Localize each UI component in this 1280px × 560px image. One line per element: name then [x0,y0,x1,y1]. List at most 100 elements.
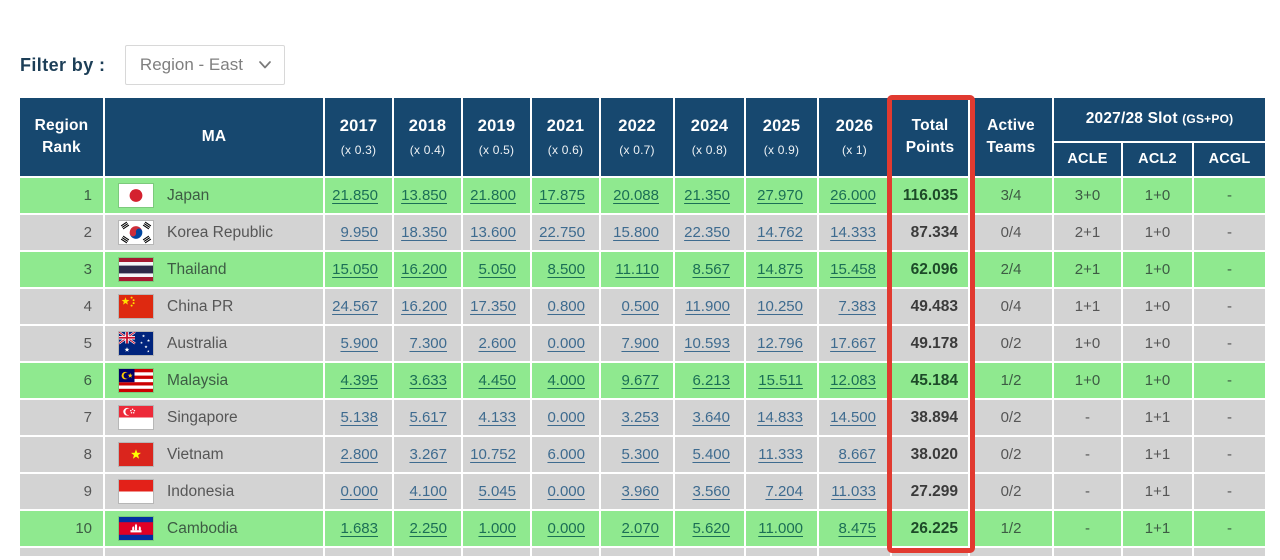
year-points-link[interactable]: 14.833 [757,409,803,426]
year-points-link[interactable]: 10.250 [757,298,803,315]
year-points-link[interactable]: 0.000 [547,335,585,352]
ma-cell: Cambodia [105,511,325,548]
flag-japan [119,184,153,207]
year-points-link[interactable]: 2.250 [409,520,447,537]
rank-cell: 8 [20,437,105,474]
year-points-link[interactable]: 15.800 [613,224,659,241]
year-points-link[interactable]: 22.350 [684,224,730,241]
year-points-link[interactable]: 5.400 [692,446,730,463]
year-points-link[interactable]: 13.850 [401,187,447,204]
year-points-link[interactable]: 7.300 [409,335,447,352]
year-points-link[interactable]: 21.850 [332,187,378,204]
year-points-link[interactable]: 18.350 [401,224,447,241]
year-points-link[interactable]: 15.050 [332,261,378,278]
year-points-link[interactable]: 1.000 [478,520,516,537]
year-points-link[interactable]: 14.500 [830,409,876,426]
year-points-link[interactable]: 6.000 [547,446,585,463]
year-points-link[interactable]: 16.200 [401,261,447,278]
year-points-link[interactable]: 17.667 [830,335,876,352]
year-points-cell: 0.000 [532,400,601,437]
year-points-link[interactable]: 8.475 [838,520,876,537]
year-points-link[interactable]: 11.900 [685,298,730,315]
year-points-link[interactable]: 21.800 [470,187,516,204]
rank-cell: 7 [20,400,105,437]
year-points-link[interactable]: 15.511 [758,372,803,389]
year-points-link[interactable]: 5.617 [409,409,447,426]
year-points-cell: 4.000 [532,363,601,400]
year-points-link[interactable]: 5.620 [692,520,730,537]
year-points-link[interactable]: 7.204 [765,483,803,500]
year-points-link[interactable]: 3.267 [409,446,447,463]
country-name: Thailand [167,260,227,278]
year-points-link[interactable]: 0.800 [547,298,585,315]
year-points-link[interactable]: 2.070 [621,520,659,537]
year-points-link[interactable]: 11.000 [758,520,803,537]
year-points-link[interactable]: 0.500 [621,298,659,315]
year-points-link[interactable]: 24.567 [332,298,378,315]
year-points-link[interactable]: 4.133 [478,409,516,426]
year-points-link[interactable]: 8.500 [547,261,585,278]
year-points-link[interactable]: 17.875 [539,187,585,204]
year-points-link[interactable]: 3.560 [692,483,730,500]
slot-acgl-cell: - [1194,511,1266,548]
country-name: Indonesia [167,482,235,500]
year-points-link[interactable]: 0.000 [340,483,378,500]
year-points-link[interactable]: 10.593 [684,335,730,352]
year-points-link[interactable]: 7.383 [838,298,876,315]
year-points-link[interactable]: 4.450 [478,372,516,389]
year-points-link[interactable]: 20.088 [613,187,659,204]
year-points-link[interactable]: 9.677 [621,372,659,389]
year-points-link[interactable]: 3.253 [621,409,659,426]
year-points-cell: 20.088 [601,178,675,215]
year-points-link[interactable]: 5.050 [478,261,516,278]
year-points-link[interactable]: 27.970 [757,187,803,204]
year-points-link[interactable]: 0.000 [547,483,585,500]
year-points-link[interactable]: 8.667 [838,446,876,463]
year-points-link[interactable]: 2.800 [340,446,378,463]
year-points-link[interactable]: 5.045 [478,483,516,500]
active-teams-cell: 0/2 [970,437,1054,474]
year-points-link[interactable]: 5.138 [340,409,378,426]
year-points-link[interactable]: 4.395 [340,372,378,389]
year-points-link[interactable]: 15.458 [830,261,876,278]
active-teams-cell: 0/4 [970,289,1054,326]
year-points-link[interactable]: 5.300 [621,446,659,463]
year-points-link[interactable]: 11.033 [831,483,876,500]
year-points-link[interactable]: 12.083 [830,372,876,389]
year-points-link[interactable]: 1.683 [340,520,378,537]
year-points-link[interactable]: 0.000 [547,409,585,426]
year-points-cell: 14.333 [819,215,892,252]
year-points-link[interactable]: 12.796 [757,335,803,352]
year-points-link[interactable]: 6.213 [692,372,730,389]
year-points-link[interactable]: 21.350 [684,187,730,204]
chevron-down-icon [259,61,271,69]
year-points-link[interactable]: 0.000 [547,520,585,537]
year-points-link[interactable]: 3.633 [409,372,447,389]
year-points-link[interactable]: 8.567 [692,261,730,278]
year-points-link[interactable]: 2.600 [478,335,516,352]
region-filter-select[interactable]: Region - East [125,45,286,85]
year-points-link[interactable]: 10.752 [470,446,516,463]
slot-acle-cell: - [1054,437,1123,474]
year-points-link[interactable]: 16.200 [401,298,447,315]
year-points-link[interactable]: 7.900 [621,335,659,352]
year-points-link[interactable]: 14.762 [757,224,803,241]
year-points-link[interactable]: 11.110 [615,261,659,278]
year-points-link[interactable]: 13.600 [470,224,516,241]
slot-acgl-cell: - [1194,215,1266,252]
year-points-link[interactable]: 17.350 [470,298,516,315]
year-points-link[interactable]: 3.640 [692,409,730,426]
year-points-link[interactable]: 22.750 [539,224,585,241]
year-points-link[interactable]: 26.000 [830,187,876,204]
year-points-link[interactable]: 4.000 [547,372,585,389]
year-points-link[interactable]: 14.333 [830,224,876,241]
year-points-link[interactable]: 14.875 [757,261,803,278]
slot-acl2-cell: 1+0 [1123,289,1194,326]
slot-acle-cell: - [1054,474,1123,511]
year-points-link[interactable]: 3.960 [621,483,659,500]
year-points-link[interactable]: 9.950 [340,224,378,241]
year-points-link[interactable]: 5.900 [340,335,378,352]
year-points-link[interactable]: 11.333 [758,446,803,463]
slot-acl2-cell: 1+1 [1123,511,1194,548]
year-points-link[interactable]: 4.100 [409,483,447,500]
